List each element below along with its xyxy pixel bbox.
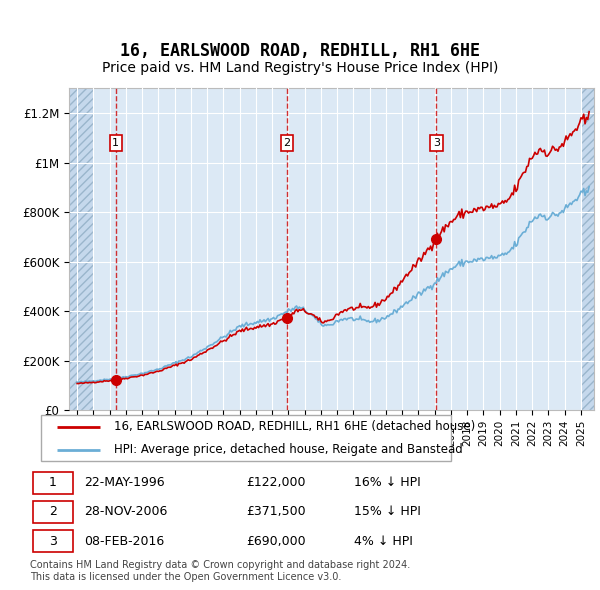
Text: 16% ↓ HPI: 16% ↓ HPI: [354, 476, 421, 489]
Text: 16, EARLSWOOD ROAD, REDHILL, RH1 6HE: 16, EARLSWOOD ROAD, REDHILL, RH1 6HE: [120, 42, 480, 60]
Text: 2: 2: [49, 505, 57, 519]
Text: 4% ↓ HPI: 4% ↓ HPI: [354, 535, 413, 548]
Text: 16, EARLSWOOD ROAD, REDHILL, RH1 6HE (detached house): 16, EARLSWOOD ROAD, REDHILL, RH1 6HE (de…: [114, 420, 475, 433]
Text: 1: 1: [49, 476, 57, 489]
Text: £371,500: £371,500: [246, 505, 305, 519]
FancyBboxPatch shape: [33, 471, 73, 493]
Text: £122,000: £122,000: [246, 476, 305, 489]
Text: 1: 1: [112, 138, 119, 148]
FancyBboxPatch shape: [41, 415, 451, 461]
Text: £690,000: £690,000: [246, 535, 305, 548]
Bar: [581, 88, 594, 410]
Text: 28-NOV-2006: 28-NOV-2006: [84, 505, 167, 519]
Text: 2: 2: [283, 138, 290, 148]
Text: HPI: Average price, detached house, Reigate and Banstead: HPI: Average price, detached house, Reig…: [114, 443, 463, 456]
Text: 3: 3: [433, 138, 440, 148]
Text: 3: 3: [49, 535, 57, 548]
Text: Contains HM Land Registry data © Crown copyright and database right 2024.
This d: Contains HM Land Registry data © Crown c…: [30, 560, 410, 582]
Text: 22-MAY-1996: 22-MAY-1996: [84, 476, 164, 489]
Text: Price paid vs. HM Land Registry's House Price Index (HPI): Price paid vs. HM Land Registry's House …: [102, 61, 498, 75]
Bar: [69, 88, 94, 410]
Text: 15% ↓ HPI: 15% ↓ HPI: [354, 505, 421, 519]
FancyBboxPatch shape: [33, 501, 73, 523]
Text: 08-FEB-2016: 08-FEB-2016: [84, 535, 164, 548]
FancyBboxPatch shape: [33, 530, 73, 552]
